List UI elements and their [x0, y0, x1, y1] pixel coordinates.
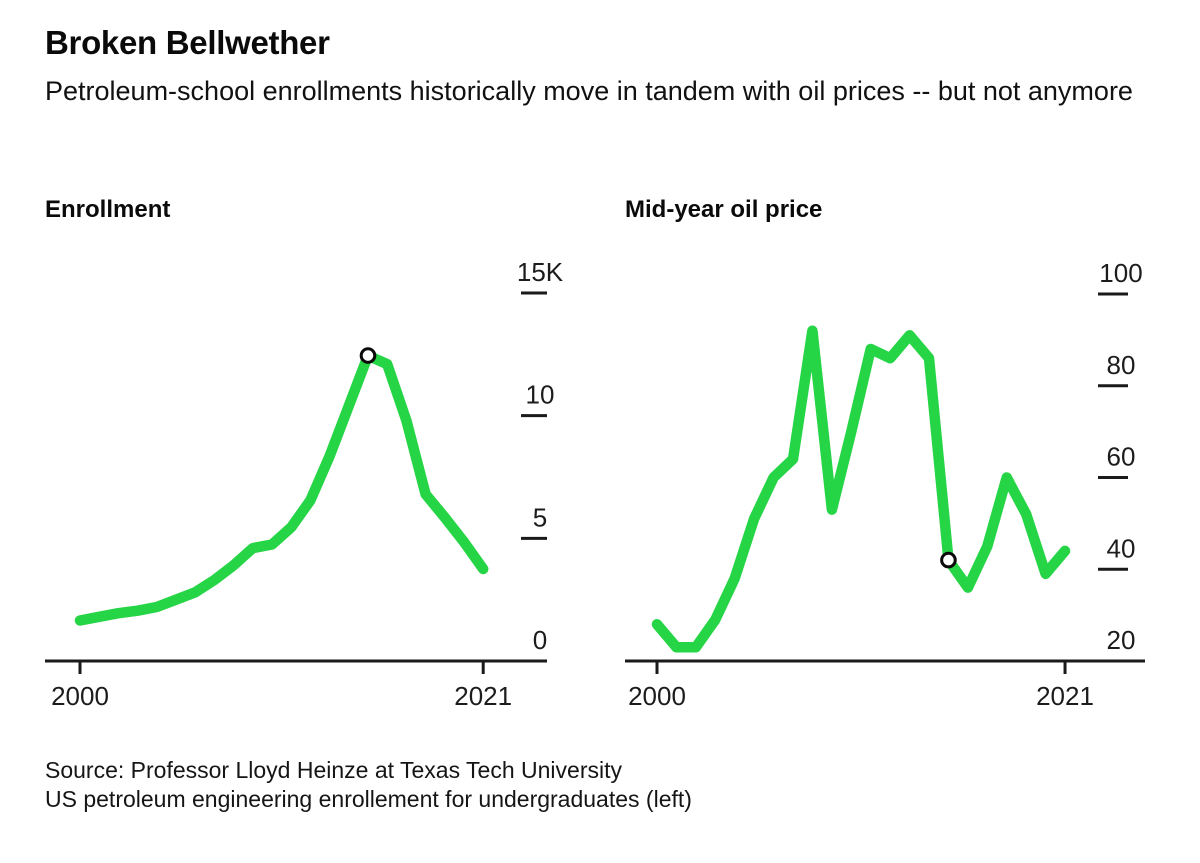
- oil-price-y-tick-label-80: 80: [1107, 350, 1136, 380]
- oil-price-x-tick-label-2021: 2021: [1036, 681, 1094, 711]
- oil-price-2015-marker: [940, 551, 957, 569]
- enrollment-2015-marker: [359, 347, 377, 364]
- page-subtitle: Petroleum-school enrollments historicall…: [45, 76, 1133, 106]
- page-title: Broken Bellwether: [45, 24, 330, 61]
- oil-price-chart-title: Mid-year oil price: [625, 196, 823, 223]
- enrollment-y-tick-label-5: 5: [533, 502, 547, 532]
- oil-price-chart: 100 80 60 40 20 2000 2021: [625, 258, 1145, 711]
- enrollment-y-tick-label-15K: 15K: [517, 257, 564, 287]
- oil-price-y-tick-label-60: 60: [1107, 442, 1136, 472]
- oil-price-x-tick-label-2000: 2000: [628, 681, 686, 711]
- source-note: US petroleum engineering enrollement for…: [45, 786, 692, 812]
- enrollment-y-tick-label-0: 0: [533, 625, 547, 655]
- enrollment-chart-title: Enrollment: [45, 196, 171, 223]
- oil-price-y-tick-label-100: 100: [1099, 258, 1142, 288]
- source-block: Source: Professor Lloyd Heinze at Texas …: [45, 756, 692, 814]
- enrollment-chart: 15K 10 5 0 2000 2021: [45, 257, 564, 711]
- enrollment-y-tick-label-10: 10: [526, 380, 555, 410]
- oil-price-series-line: [651, 325, 1071, 653]
- oil-price-y-tick-label-20: 20: [1107, 625, 1136, 655]
- source-line: Source: Professor Lloyd Heinze at Texas …: [45, 757, 622, 783]
- enrollment-x-tick-label-2021: 2021: [454, 681, 512, 711]
- enrollment-series-line: [74, 350, 489, 626]
- oil-price-y-tick-label-40: 40: [1107, 533, 1136, 563]
- enrollment-x-tick-label-2000: 2000: [51, 681, 109, 711]
